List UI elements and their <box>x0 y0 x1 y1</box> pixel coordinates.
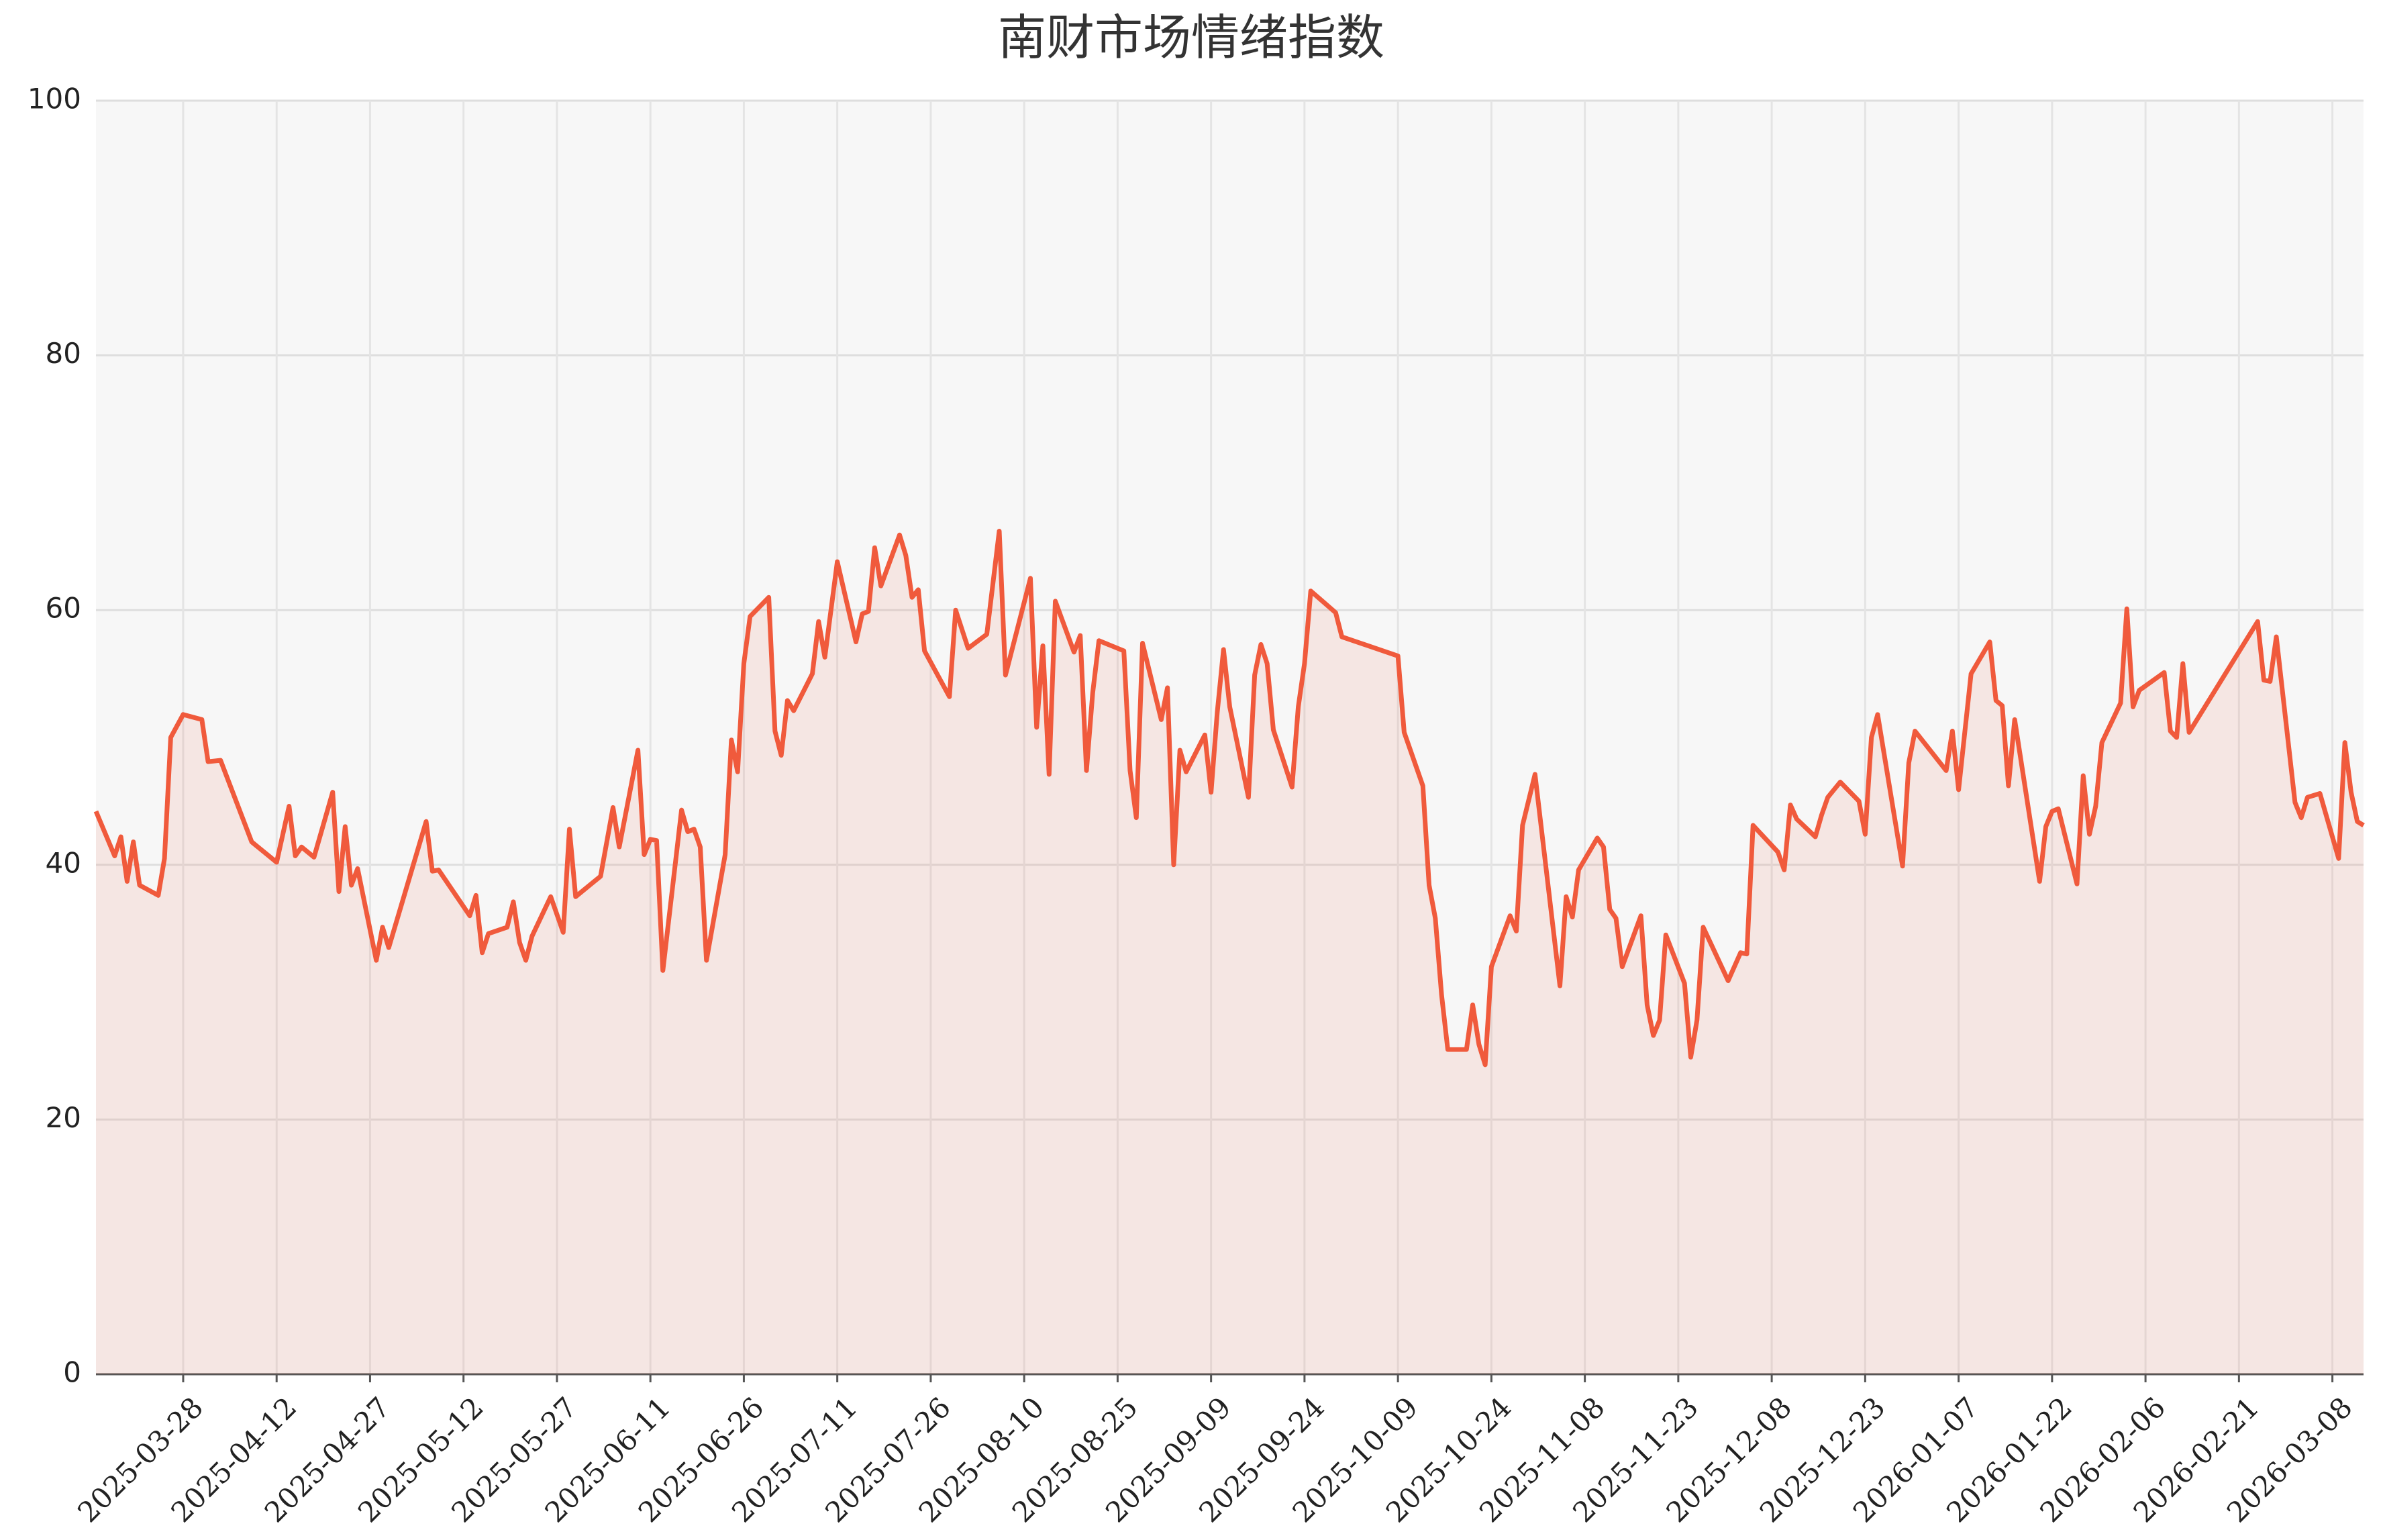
line <box>93 529 2365 1068</box>
y-tick-label: 60 <box>46 592 81 625</box>
area <box>96 531 2364 1375</box>
y-tick-label: 100 <box>28 83 81 115</box>
y-tick-label: 20 <box>46 1101 81 1134</box>
y-tick-label: 0 <box>63 1356 81 1389</box>
chart-title: 南财市场情绪指数 <box>998 9 1384 66</box>
y-tick-label: 80 <box>46 337 81 370</box>
y-tick-label: 40 <box>46 846 81 879</box>
plot-background <box>96 101 2364 1374</box>
